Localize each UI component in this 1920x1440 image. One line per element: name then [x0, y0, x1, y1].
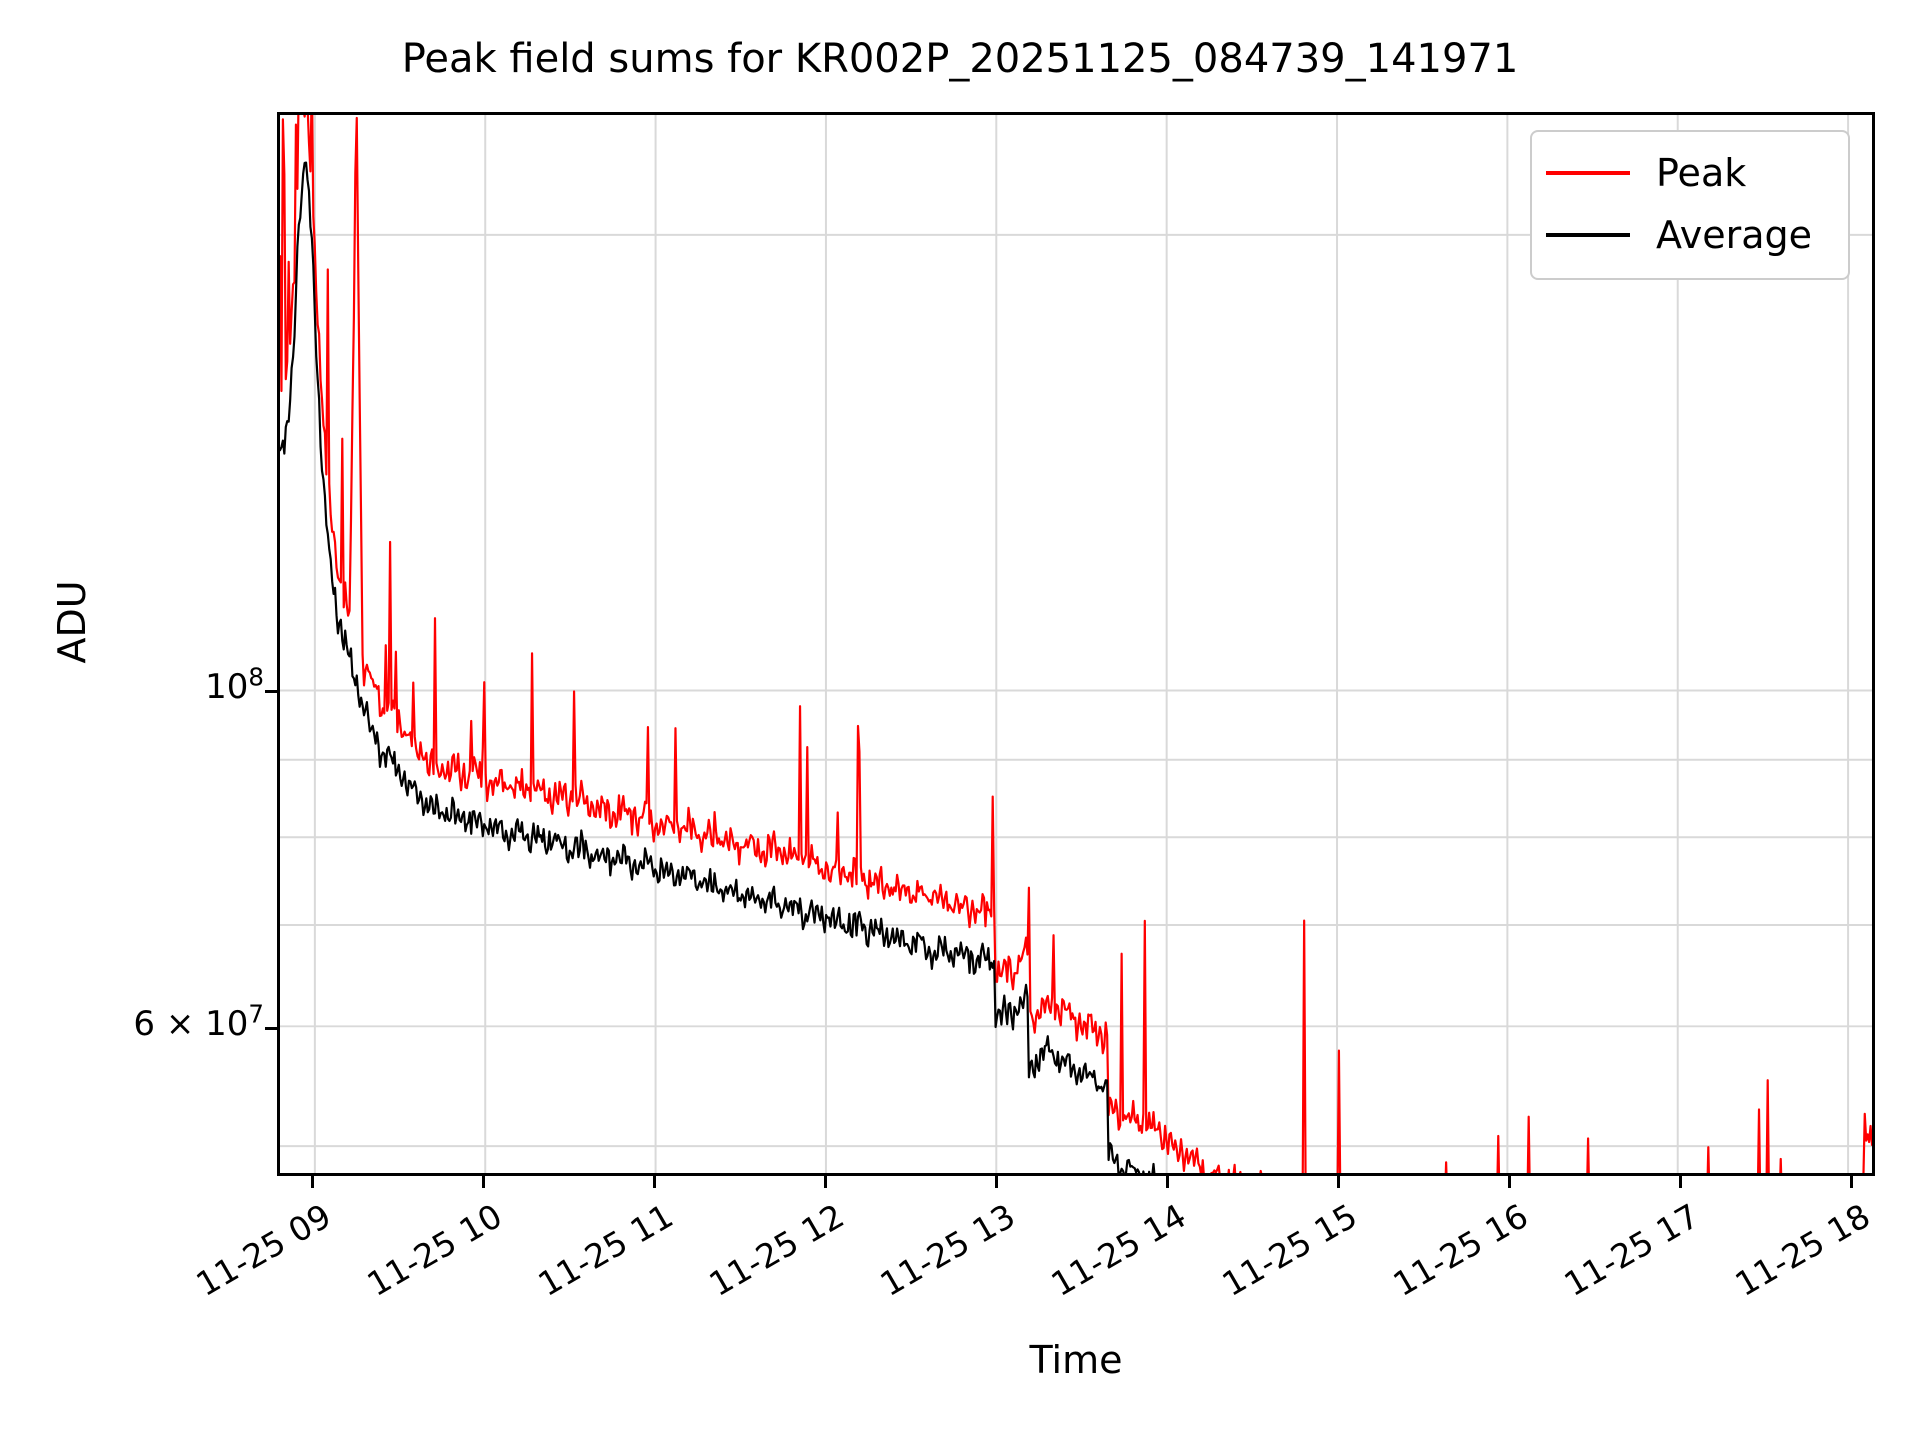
x-tick-mark — [1508, 1176, 1511, 1188]
y-tick-mark — [265, 1027, 277, 1031]
x-tick-mark — [824, 1176, 827, 1188]
y-axis-label: ADU — [50, 580, 94, 664]
grid-lines — [280, 115, 1872, 1173]
x-tick-mark — [995, 1176, 998, 1188]
page-title: Peak field sums for KR002P_20251125_0847… — [401, 36, 1519, 82]
plot-area — [277, 112, 1875, 1176]
legend-label-peak: Peak — [1656, 151, 1747, 195]
y-tick-mark — [265, 689, 277, 693]
legend-item-peak: Peak — [1546, 142, 1834, 204]
y-tick-label: 108 — [205, 662, 264, 707]
series-lines — [280, 115, 1872, 1173]
x-tick-mark — [653, 1176, 656, 1188]
y-tick-label: 6 × 107 — [133, 1000, 264, 1045]
x-axis-label: Time — [1029, 1338, 1123, 1382]
x-tick-mark — [482, 1176, 485, 1188]
legend-label-average: Average — [1656, 213, 1813, 257]
legend-swatch-average — [1546, 233, 1630, 237]
x-tick-mark — [1679, 1176, 1682, 1188]
legend: Peak Average — [1530, 130, 1850, 280]
x-tick-mark — [1850, 1176, 1853, 1188]
x-tick-mark — [1337, 1176, 1340, 1188]
legend-item-average: Average — [1546, 204, 1834, 266]
legend-swatch-peak — [1546, 171, 1630, 175]
x-tick-mark — [311, 1176, 314, 1188]
x-tick-mark — [1166, 1176, 1169, 1188]
